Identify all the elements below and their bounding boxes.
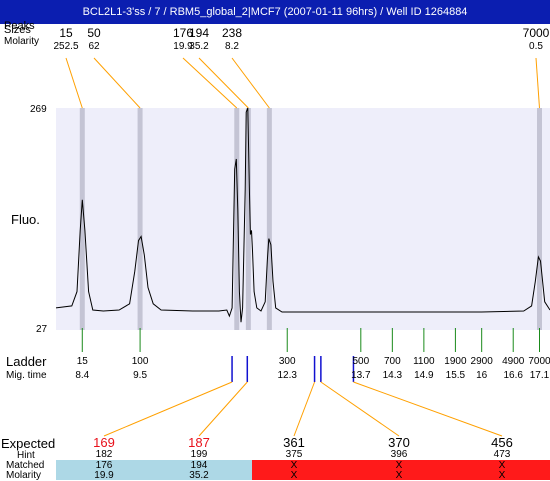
peak-connector	[93, 57, 141, 109]
peak-band	[266, 108, 272, 330]
hint-value: 473	[493, 449, 511, 460]
peak-size-label: 176	[172, 26, 194, 40]
expected-value: 456	[491, 435, 513, 450]
expected-value: 361	[283, 435, 305, 450]
plot-background	[56, 108, 550, 330]
matched-bars	[56, 460, 550, 480]
peak-molarity-label: 252.5	[53, 41, 79, 52]
matched-molarity-value: X	[395, 470, 403, 481]
ladder-ticks	[81, 328, 540, 352]
hint-connector	[103, 381, 233, 437]
ladder-time-label: 16	[476, 370, 488, 381]
hint-value: 375	[285, 449, 303, 460]
peak-molarity-label: 62	[88, 41, 100, 52]
matched-molarity-value: 19.9	[94, 470, 114, 481]
peak-size-label: 194	[188, 26, 210, 40]
ladder-label: Ladder	[6, 354, 47, 369]
title-bar: BCL2L1-3'ss / 7 / RBM5_global_2|MCF7 (20…	[0, 0, 550, 24]
hint-marks	[231, 356, 355, 382]
hint-connector	[293, 381, 316, 437]
ladder-size-label: 500	[352, 356, 370, 367]
molarity-label: Molarity	[4, 36, 40, 47]
matched-value: X	[395, 460, 403, 471]
ladder-size-label: 100	[131, 356, 149, 367]
matched-molarity-value: 35.2	[189, 470, 209, 481]
peak-molarity-label: 19.9	[173, 41, 193, 52]
ladder-time-label: 13.7	[351, 370, 371, 381]
ladder-time-label: 15.5	[445, 370, 466, 381]
matched-molarity-value: X	[290, 470, 298, 481]
peaks-label: Peaks	[4, 20, 35, 32]
sizes-label: Sizes	[4, 24, 31, 36]
matched-value: 176	[95, 460, 113, 471]
peak-band	[536, 108, 542, 330]
ladder-size-label: 7000	[528, 356, 550, 367]
peak-connector	[65, 57, 83, 109]
peak-size-label: 238	[221, 26, 243, 40]
matched-value: X	[498, 460, 506, 471]
peak-molarity-label: 8.2	[225, 41, 239, 52]
hint-connector	[198, 381, 248, 437]
peak-size-label: 50	[87, 26, 101, 40]
matched-value: X	[290, 460, 298, 471]
matched-missing-bar	[252, 460, 550, 480]
fluorescence-trace	[55, 107, 550, 323]
peak-connector	[231, 57, 270, 109]
ladder-size-label: 1100	[413, 356, 435, 367]
peak-connector	[182, 57, 238, 109]
peak-molarity-label: 35.2	[189, 41, 209, 52]
peak-size-label: 7000	[522, 26, 550, 40]
peak-connectors	[65, 57, 540, 109]
peak-size-label: 15	[59, 26, 73, 40]
peak-connector	[535, 57, 540, 109]
peak-band	[79, 108, 85, 330]
ladder-size-label: 15	[76, 356, 88, 367]
ladder-time-label: 14.9	[414, 370, 434, 381]
expected-value: 169	[93, 435, 115, 450]
ladder-size-label: 300	[278, 356, 296, 367]
y-axis-top-label: 269	[30, 104, 47, 115]
peak-band	[245, 108, 251, 330]
ladder-time-label: 12.3	[277, 370, 297, 381]
hint-value: 199	[190, 449, 208, 460]
ladder-size-label: 4900	[502, 356, 525, 367]
hint-connector	[353, 381, 503, 437]
peak-band	[137, 108, 143, 330]
matched-value: 194	[190, 460, 208, 471]
expected-value: 187	[188, 435, 210, 450]
molarity-row-label: Molarity	[6, 470, 42, 481]
hint-connectors	[103, 381, 503, 437]
y-axis-bottom-label: 27	[36, 324, 48, 335]
ladder-time-label: 14.3	[382, 370, 403, 381]
hint-label: Hint	[17, 450, 35, 461]
ladder-time-label: 16.6	[503, 370, 523, 381]
peak-connector	[198, 57, 249, 109]
expected-value: 370	[388, 435, 410, 450]
ladder-time-label: 17.1	[529, 370, 550, 381]
mig-time-label: Mig. time	[6, 370, 47, 381]
peak-band	[234, 108, 240, 330]
ladder-size-label: 700	[383, 356, 401, 367]
matched-label: Matched	[6, 460, 45, 471]
matched-molarity-value: X	[498, 470, 506, 481]
peak-molarity-label: 0.5	[529, 41, 543, 52]
ladder-time-label: 9.5	[133, 370, 148, 381]
hint-value: 396	[390, 449, 408, 460]
hint-connector	[320, 381, 400, 437]
matched-ok-bar	[56, 460, 252, 480]
ladder-size-label: 1900	[444, 356, 467, 367]
hint-value: 182	[95, 449, 113, 460]
peak-bands	[79, 108, 542, 330]
fluo-label: Fluo.	[11, 212, 40, 227]
expected-label: Expected	[1, 436, 56, 451]
ladder-size-label: 2900	[470, 356, 493, 367]
ladder-time-label: 8.4	[75, 370, 90, 381]
